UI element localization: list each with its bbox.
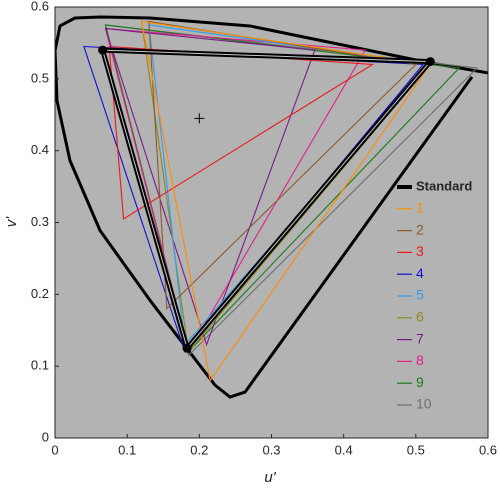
x-tick-label: 0.1 (118, 442, 136, 457)
primary-point (182, 343, 192, 353)
y-tick-label: 0.5 (31, 70, 49, 85)
legend-label: 4 (416, 265, 424, 281)
primary-point (425, 57, 435, 67)
x-tick-label: 0.4 (335, 442, 353, 457)
legend-label: 10 (416, 396, 432, 412)
gamut-triangle (101, 49, 432, 350)
primary-point (98, 45, 108, 55)
legend-label: 3 (416, 243, 424, 259)
legend-label: 6 (416, 309, 424, 325)
y-tick-label: 0.6 (31, 0, 49, 13)
x-tick-label: 0 (51, 442, 58, 457)
legend-label: 9 (416, 374, 424, 390)
plot-frame (54, 6, 489, 439)
legend-label: 2 (416, 221, 424, 237)
legend-label: 7 (416, 330, 424, 346)
y-tick-label: 0.2 (31, 286, 49, 301)
y-tick-label: 0.3 (31, 214, 49, 229)
x-tick-label: 0.6 (479, 442, 497, 457)
y-tick-label: 0.4 (31, 142, 49, 157)
white-point (194, 113, 205, 124)
x-axis-label: u' (264, 469, 276, 486)
x-tick-label: 0.3 (262, 442, 280, 457)
legend-label: 8 (416, 352, 424, 368)
spectral-locus (55, 15, 488, 399)
y-axis-label: v' (3, 216, 20, 228)
gamut-triangle (104, 27, 316, 347)
x-tick-label: 0.5 (407, 442, 425, 457)
x-tick-label: 0.2 (190, 442, 208, 457)
legend-label: 5 (416, 287, 424, 303)
legend-label: Standard (416, 178, 472, 193)
gamut-triangle (140, 20, 432, 382)
plot-area (55, 15, 488, 399)
y-tick-label: 0 (42, 429, 49, 444)
legend-label: 1 (416, 200, 424, 216)
y-tick-label: 0.1 (31, 358, 49, 373)
